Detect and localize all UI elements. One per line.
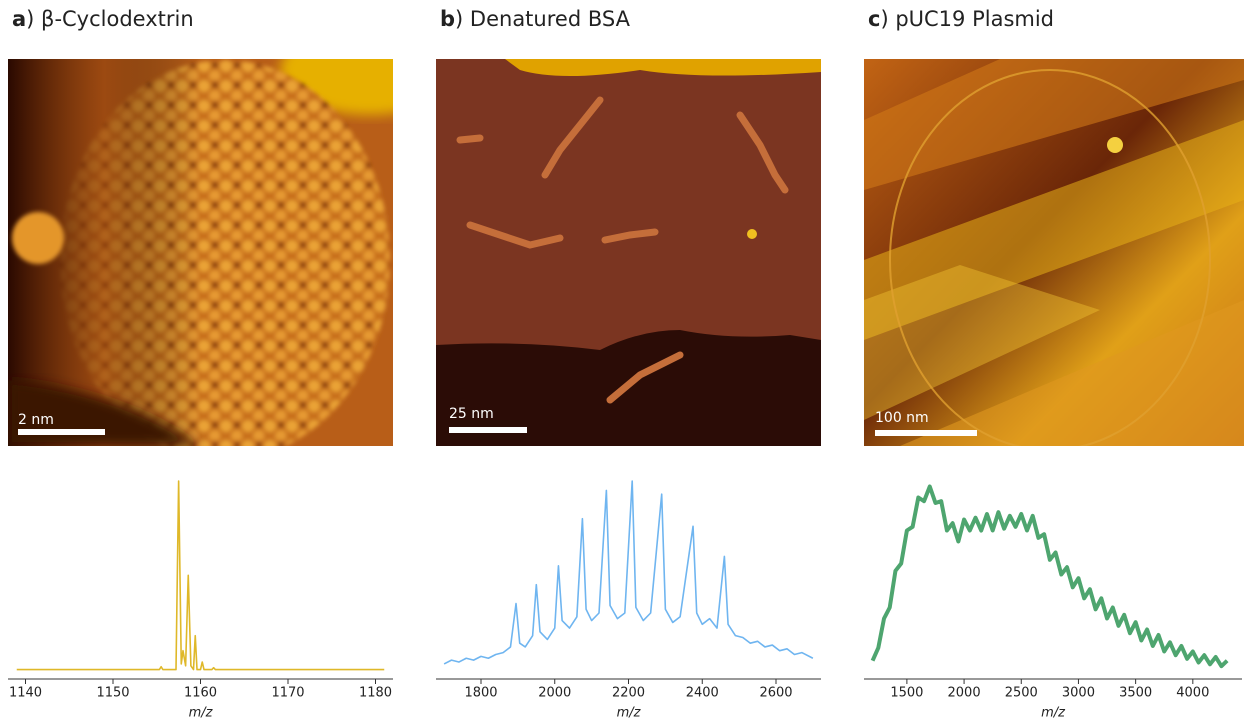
scale-bar	[875, 430, 977, 436]
panel-title: b) Denatured BSA	[440, 7, 631, 31]
x-tick-label: 2000	[948, 686, 981, 701]
x-tick-label: 2400	[686, 686, 719, 701]
panel-title: c) pUC19 Plasmid	[868, 7, 1054, 31]
x-tick-label: 1140	[9, 686, 42, 701]
spectrum-line	[873, 487, 1228, 667]
x-tick-label: 1160	[184, 686, 217, 701]
x-tick-label: 3000	[1062, 686, 1095, 701]
x-tick-label: 4000	[1176, 686, 1209, 701]
x-tick-label: 1800	[464, 686, 497, 701]
x-tick-label: 1180	[359, 686, 392, 701]
x-axis-label: m/z	[617, 706, 642, 721]
scale-bar	[449, 427, 527, 433]
scale-bar	[18, 429, 105, 435]
afm-image	[864, 59, 1244, 450]
x-axis-label: m/z	[1041, 706, 1066, 721]
spectrum-line	[444, 481, 813, 664]
x-axis-label: m/z	[189, 706, 214, 721]
scale-bar-label: 2 nm	[18, 412, 54, 428]
x-tick-label: 1170	[271, 686, 304, 701]
afm-image	[8, 25, 460, 460]
spectrum-line	[17, 481, 385, 670]
scale-bar-label: 25 nm	[449, 406, 494, 422]
x-tick-label: 2000	[538, 686, 571, 701]
x-tick-label: 1150	[96, 686, 129, 701]
afm-image	[436, 59, 821, 446]
panel-title: a) β-Cyclodextrin	[12, 7, 194, 31]
x-tick-label: 2200	[612, 686, 645, 701]
figure: a) β-Cyclodextrin 2 nm 1140 1150 1160 1170 118…	[0, 0, 1244, 721]
x-tick-label: 2500	[1005, 686, 1038, 701]
scale-bar-label: 100 nm	[875, 410, 929, 426]
x-tick-label: 1500	[890, 686, 923, 701]
x-tick-label: 3500	[1119, 686, 1152, 701]
x-tick-label: 2600	[759, 686, 792, 701]
